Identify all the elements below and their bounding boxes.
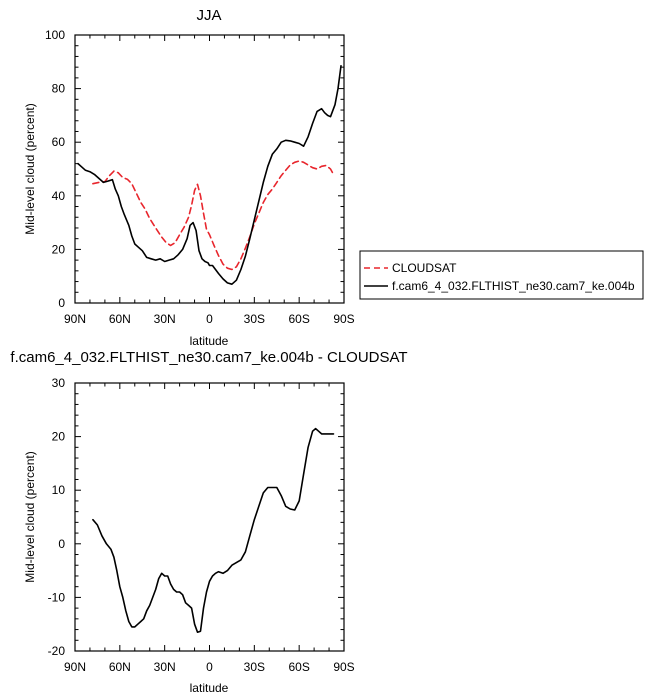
top-chart-xtick-label: 90N bbox=[64, 312, 86, 326]
top-chart-series-model-line bbox=[77, 65, 342, 286]
top-chart-lines bbox=[77, 65, 342, 286]
bottom-chart-xtick-label: 0 bbox=[206, 660, 213, 674]
top-chart-xtick-label: 30S bbox=[244, 312, 265, 326]
bottom-chart-ytick-label: 20 bbox=[52, 430, 66, 444]
top-chart-xtick-label: 30N bbox=[154, 312, 176, 326]
bottom-chart-series-difference-line bbox=[92, 427, 335, 634]
top-chart-xtick-label: 0 bbox=[206, 312, 213, 326]
top-chart-xtick-label: 60S bbox=[288, 312, 309, 326]
bottom-chart-ytick-label: 10 bbox=[52, 483, 66, 497]
top-chart-ylabel: Mid-level cloud (percent) bbox=[23, 103, 37, 234]
top-chart-ticks: 90N 60N 30N 0 30S 60S 90S 0 20 40 60 80 100 bbox=[45, 28, 355, 326]
bottom-chart-xlabel: latitude bbox=[190, 681, 229, 695]
legend-label-model: f.cam6_4_032.FLTHIST_ne30.cam7_ke.004b bbox=[392, 279, 635, 293]
top-chart-ytick-label: 40 bbox=[52, 189, 66, 203]
top-chart-frame bbox=[74, 34, 345, 304]
bottom-chart-xtick-label: 90N bbox=[64, 660, 86, 674]
bottom-chart-panel: f.cam6_4_032.FLTHIST_ne30.cam7_ke.004b -… bbox=[10, 349, 407, 695]
top-chart-title: JJA bbox=[196, 7, 221, 24]
bottom-chart-ytick-label: -10 bbox=[48, 590, 66, 604]
bottom-chart-lines bbox=[92, 427, 335, 634]
bottom-chart-xtick-label: 30S bbox=[244, 660, 265, 674]
top-chart-ytick-label: 0 bbox=[58, 296, 65, 310]
top-chart-ytick-label: 100 bbox=[45, 28, 65, 42]
bottom-chart-xtick-label: 60S bbox=[288, 660, 309, 674]
bottom-chart-xtick-label: 90S bbox=[333, 660, 354, 674]
bottom-chart-ylabel: Mid-level cloud (percent) bbox=[23, 451, 37, 582]
top-chart-xtick-label: 60N bbox=[109, 312, 131, 326]
bottom-chart-xtick-label: 30N bbox=[154, 660, 176, 674]
bottom-chart-title: f.cam6_4_032.FLTHIST_ne30.cam7_ke.004b -… bbox=[10, 349, 407, 366]
top-chart-series-cloudsat-line bbox=[92, 160, 335, 271]
bottom-chart-ytick-label: -20 bbox=[48, 644, 66, 658]
bottom-chart-ytick-label: 0 bbox=[58, 537, 65, 551]
legend-label-cloudsat: CLOUDSAT bbox=[392, 261, 457, 275]
top-chart-xtick-label: 90S bbox=[333, 312, 354, 326]
top-chart-panel: JJA 90N 60N 30N 0 30S 60S 90S 0 20 40 60 80 100 lati… bbox=[23, 7, 355, 348]
top-chart-ytick-label: 60 bbox=[52, 135, 66, 149]
legend: CLOUDSAT f.cam6_4_032.FLTHIST_ne30.cam7_… bbox=[359, 250, 644, 300]
bottom-chart-xtick-label: 60N bbox=[109, 660, 131, 674]
bottom-chart-ytick-label: 30 bbox=[52, 376, 66, 390]
top-chart-xlabel: latitude bbox=[190, 334, 229, 348]
top-chart-ytick-label: 80 bbox=[52, 82, 66, 96]
legend-box bbox=[359, 250, 644, 300]
bottom-chart-frame bbox=[74, 382, 345, 652]
top-chart-ytick-label: 20 bbox=[52, 242, 66, 256]
bottom-chart-ticks: 90N 60N 30N 0 30S 60S 90S -20 -10 0 10 20 30 bbox=[48, 376, 355, 674]
